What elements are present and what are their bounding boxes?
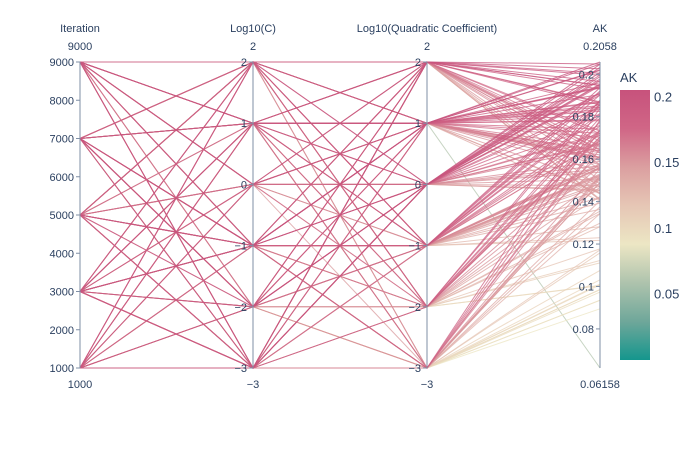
axis-title: Iteration [60,23,100,35]
axis-range-min: −3 [421,379,434,391]
axis-log10-c-[interactable]: Log10(C) 2 −3−3 −2 −1 0 1 2 [230,23,276,391]
axis-range-min: 1000 [68,379,92,391]
trial-line [80,99,601,369]
trial-line [79,61,601,369]
axis-range-min: 0.06158 [580,379,620,391]
trial-line [79,279,601,369]
axis-tick-label: 2000 [50,325,74,337]
axis-tick-label: 5000 [50,210,74,222]
axis-tick-label: 8000 [50,95,74,107]
axis-log10-quadratic-coefficient-[interactable]: Log10(Quadratic Coefficient) 2 −3−3 −2 −1 0 1 2 [357,23,497,391]
axis-tick-label: −2 [234,302,247,314]
axis-tick-label: 0 [415,179,421,191]
axis-tick-label: 1 [241,118,247,130]
colorbar-tick-label: 0.1 [654,221,672,236]
axis-tick-label: 1000 [50,363,74,375]
axis-tick-label: 0.14 [573,197,594,209]
axis-tick-label: 1 [415,118,421,130]
axis-tick-label: 0.1 [579,281,594,293]
trial-line [79,133,601,308]
colorbar-tick-label: 0.15 [654,155,679,170]
trial-line [79,61,601,247]
trial-line [79,110,601,369]
trial-line [79,289,601,369]
colorbar: AK 0.05 0.1 0.15 0.2 [620,70,679,360]
polylines-layer [79,61,601,370]
axis-tick-label: −3 [234,363,247,375]
axis-tick-label: 0.16 [573,154,594,166]
trial-line [79,61,601,369]
axes-layer: Iteration 9000 1000 1000 2000 3000 4000 5000 600… [50,23,620,391]
axis-title: Log10(C) [230,23,276,35]
trial-line [79,63,601,308]
trial-line [79,61,601,185]
axis-tick-label: 2 [241,57,247,69]
axis-tick-label: 0.2 [579,69,594,81]
trial-line [79,61,601,216]
trial-line [79,61,601,369]
trial-line [79,63,601,139]
axis-range-max: 0.2058 [583,41,617,53]
axis-tick-label: 3000 [50,287,74,299]
axis-range-max: 9000 [68,41,92,53]
colorbar-title: AK [620,70,638,85]
axis-tick-label: 6000 [50,172,74,184]
axis-range-max: 2 [424,41,430,53]
axis-tick-label: 4000 [50,248,74,260]
axis-tick-label: −1 [234,241,247,253]
axis-tick-label: −3 [408,363,421,375]
colorbar-tick-label: 0.05 [654,286,679,301]
axis-tick-label: 9000 [50,57,74,69]
axis-tick-label: 0.18 [573,112,594,124]
axis-iteration[interactable]: Iteration 9000 1000 1000 2000 3000 4000 5000 600… [50,23,100,391]
axis-range-min: −3 [247,379,260,391]
axis-title: AK [593,23,608,35]
axis-tick-label: −2 [408,302,421,314]
axis-tick-label: −1 [408,241,421,253]
axis-tick-label: 0.12 [573,239,594,251]
colorbar-tick-label: 0.2 [654,90,672,105]
axis-tick-label: 0.08 [573,324,594,336]
axis-title: Log10(Quadratic Coefficient) [357,23,497,35]
axis-tick-label: 7000 [50,134,74,146]
axis-range-max: 2 [250,41,256,53]
axis-tick-label: 0 [241,179,247,191]
colorbar-gradient [620,90,650,360]
axis-ak[interactable]: AK 0.2058 0.06158 0.08 0.1 0.12 0.14 0.16 0.18 0.… [573,23,620,391]
axis-tick-label: 2 [415,57,421,69]
